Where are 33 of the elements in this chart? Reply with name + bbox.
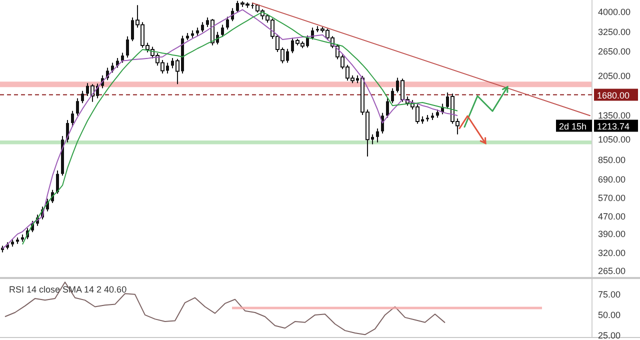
candlestick <box>71 110 74 128</box>
y-tick-label: 320.00 <box>598 248 626 258</box>
candlestick <box>221 24 224 38</box>
line-series <box>4 282 446 336</box>
y-tick-label: 1050.00 <box>598 134 631 145</box>
y-tick-label: 850.00 <box>598 154 626 165</box>
candlestick <box>81 90 84 104</box>
candlestick <box>76 98 79 116</box>
text: 2d 15h <box>559 121 587 132</box>
y-tick-label: 690.00 <box>598 174 626 185</box>
y-tick-label: 570.00 <box>598 192 626 203</box>
candlestick <box>391 88 394 104</box>
candlestick <box>111 62 114 74</box>
y-tick-label: 1350.00 <box>598 110 631 121</box>
y-tick-label: 75.00 <box>598 289 621 300</box>
y-tick-label: 4000.00 <box>598 7 631 18</box>
y-tick-label: 2650.00 <box>598 46 631 56</box>
candlestick <box>226 16 229 30</box>
y-tick-label: 390.00 <box>598 229 626 240</box>
candlestick <box>376 128 379 143</box>
y-tick-label: 3250.00 <box>598 26 631 37</box>
y-tick-label: 25.00 <box>598 330 621 340</box>
candlestick <box>126 36 129 58</box>
y-tick-label: 50.00 <box>598 310 621 320</box>
candlestick <box>386 98 389 118</box>
candlestick <box>201 22 204 33</box>
candlestick <box>56 170 59 194</box>
y-tick-label: 265.00 <box>598 266 626 276</box>
y-tick-label: 2050.00 <box>598 70 631 81</box>
y-tick-label: 470.00 <box>598 211 626 222</box>
candlestick <box>121 52 124 64</box>
text: 1213.74 <box>597 121 630 132</box>
ref-line-label: 1680.00 <box>597 90 630 100</box>
